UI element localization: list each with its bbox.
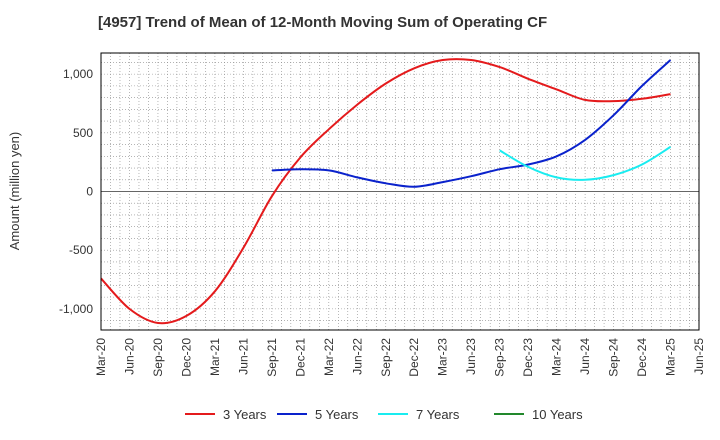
x-tick-label: Sep-21	[265, 338, 279, 377]
x-tick-label: Sep-24	[607, 338, 621, 377]
y-tick-label: 0	[86, 185, 93, 199]
chart-title: [4957] Trend of Mean of 12-Month Moving …	[98, 14, 547, 31]
x-tick-label: Jun-22	[350, 338, 364, 375]
legend-label: 3 Years	[223, 407, 267, 422]
x-tick-label: Mar-21	[208, 338, 222, 376]
x-tick-label: Mar-24	[550, 338, 564, 376]
y-tick-label: -500	[69, 243, 93, 257]
x-tick-label: Dec-21	[293, 338, 307, 377]
x-tick-label: Sep-20	[151, 338, 165, 377]
x-tick-label: Jun-25	[692, 338, 706, 375]
y-axis-label: Amount (million yen)	[7, 132, 22, 251]
x-tick-label: Dec-20	[179, 338, 193, 377]
x-tick-label: Mar-20	[94, 338, 108, 376]
legend-label: 5 Years	[315, 407, 359, 422]
x-tick-labels: Mar-20 Jun-20 Sep-20 Dec-20 Mar-21 Jun-21 Sep-…	[94, 338, 706, 377]
series-line-5-years	[271, 59, 672, 188]
legend-label: 7 Years	[416, 407, 460, 422]
x-tick-label: Mar-22	[322, 338, 336, 376]
legend: 3 Years 5 Years 7 Years 10 Years	[185, 407, 583, 422]
plot-frame	[100, 52, 700, 331]
x-tick-label: Jun-23	[464, 338, 478, 375]
x-tick-label: Jun-20	[122, 338, 136, 375]
series-lines	[100, 58, 672, 325]
series-line-7-years	[499, 146, 672, 181]
series-line-3-years	[100, 58, 671, 325]
x-tick-label: Sep-23	[493, 338, 507, 377]
x-tick-label: Sep-22	[379, 338, 393, 377]
y-tick-labels: -1,000 -500 0 500 1,000	[59, 67, 93, 316]
x-tick-label: Mar-23	[436, 338, 450, 376]
x-tick-label: Jun-21	[236, 338, 250, 375]
x-tick-label: Dec-24	[635, 338, 649, 377]
x-tick-label: Dec-23	[521, 338, 535, 377]
x-tick-label: Dec-22	[407, 338, 421, 377]
x-tick-label: Mar-25	[664, 338, 678, 376]
legend-label: 10 Years	[532, 407, 583, 422]
x-tick-label: Jun-24	[578, 338, 592, 375]
y-tick-label: -1,000	[59, 302, 93, 316]
y-tick-label: 1,000	[63, 67, 93, 81]
y-tick-label: 500	[73, 126, 93, 140]
